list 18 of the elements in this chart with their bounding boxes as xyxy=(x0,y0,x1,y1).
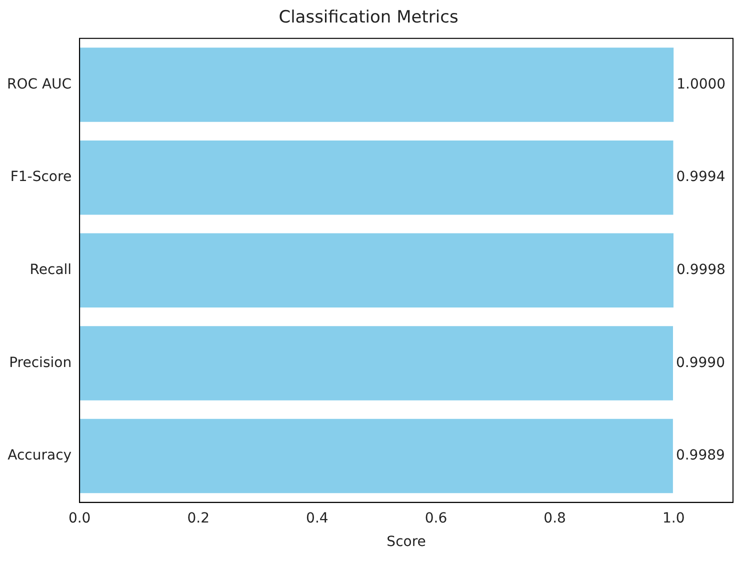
y-tick-label: Precision xyxy=(9,354,72,371)
y-tick-label: Recall xyxy=(30,262,72,278)
data-label: 0.9994 xyxy=(676,169,726,186)
x-tick-label: 1.0 xyxy=(662,510,685,526)
chart-title: Classification Metrics xyxy=(278,8,458,28)
x-tick-label: 0.8 xyxy=(544,510,566,526)
y-tick-label: Accuracy xyxy=(8,448,72,464)
x-tick-label: 0.4 xyxy=(306,510,328,526)
x-axis-title: Score xyxy=(386,534,426,550)
x-tick-label: 0.2 xyxy=(187,510,210,526)
data-label: 0.9998 xyxy=(676,262,726,278)
y-tick-label: ROC AUC xyxy=(6,76,72,92)
y-tick-label: F1-Score xyxy=(10,169,72,186)
data-label: 0.9990 xyxy=(676,354,726,371)
data-label: 0.9989 xyxy=(676,448,725,464)
x-tick-label: 0.6 xyxy=(424,510,448,526)
x-tick-label: 0.0 xyxy=(68,510,91,526)
data-label: 1.0000 xyxy=(676,76,726,92)
